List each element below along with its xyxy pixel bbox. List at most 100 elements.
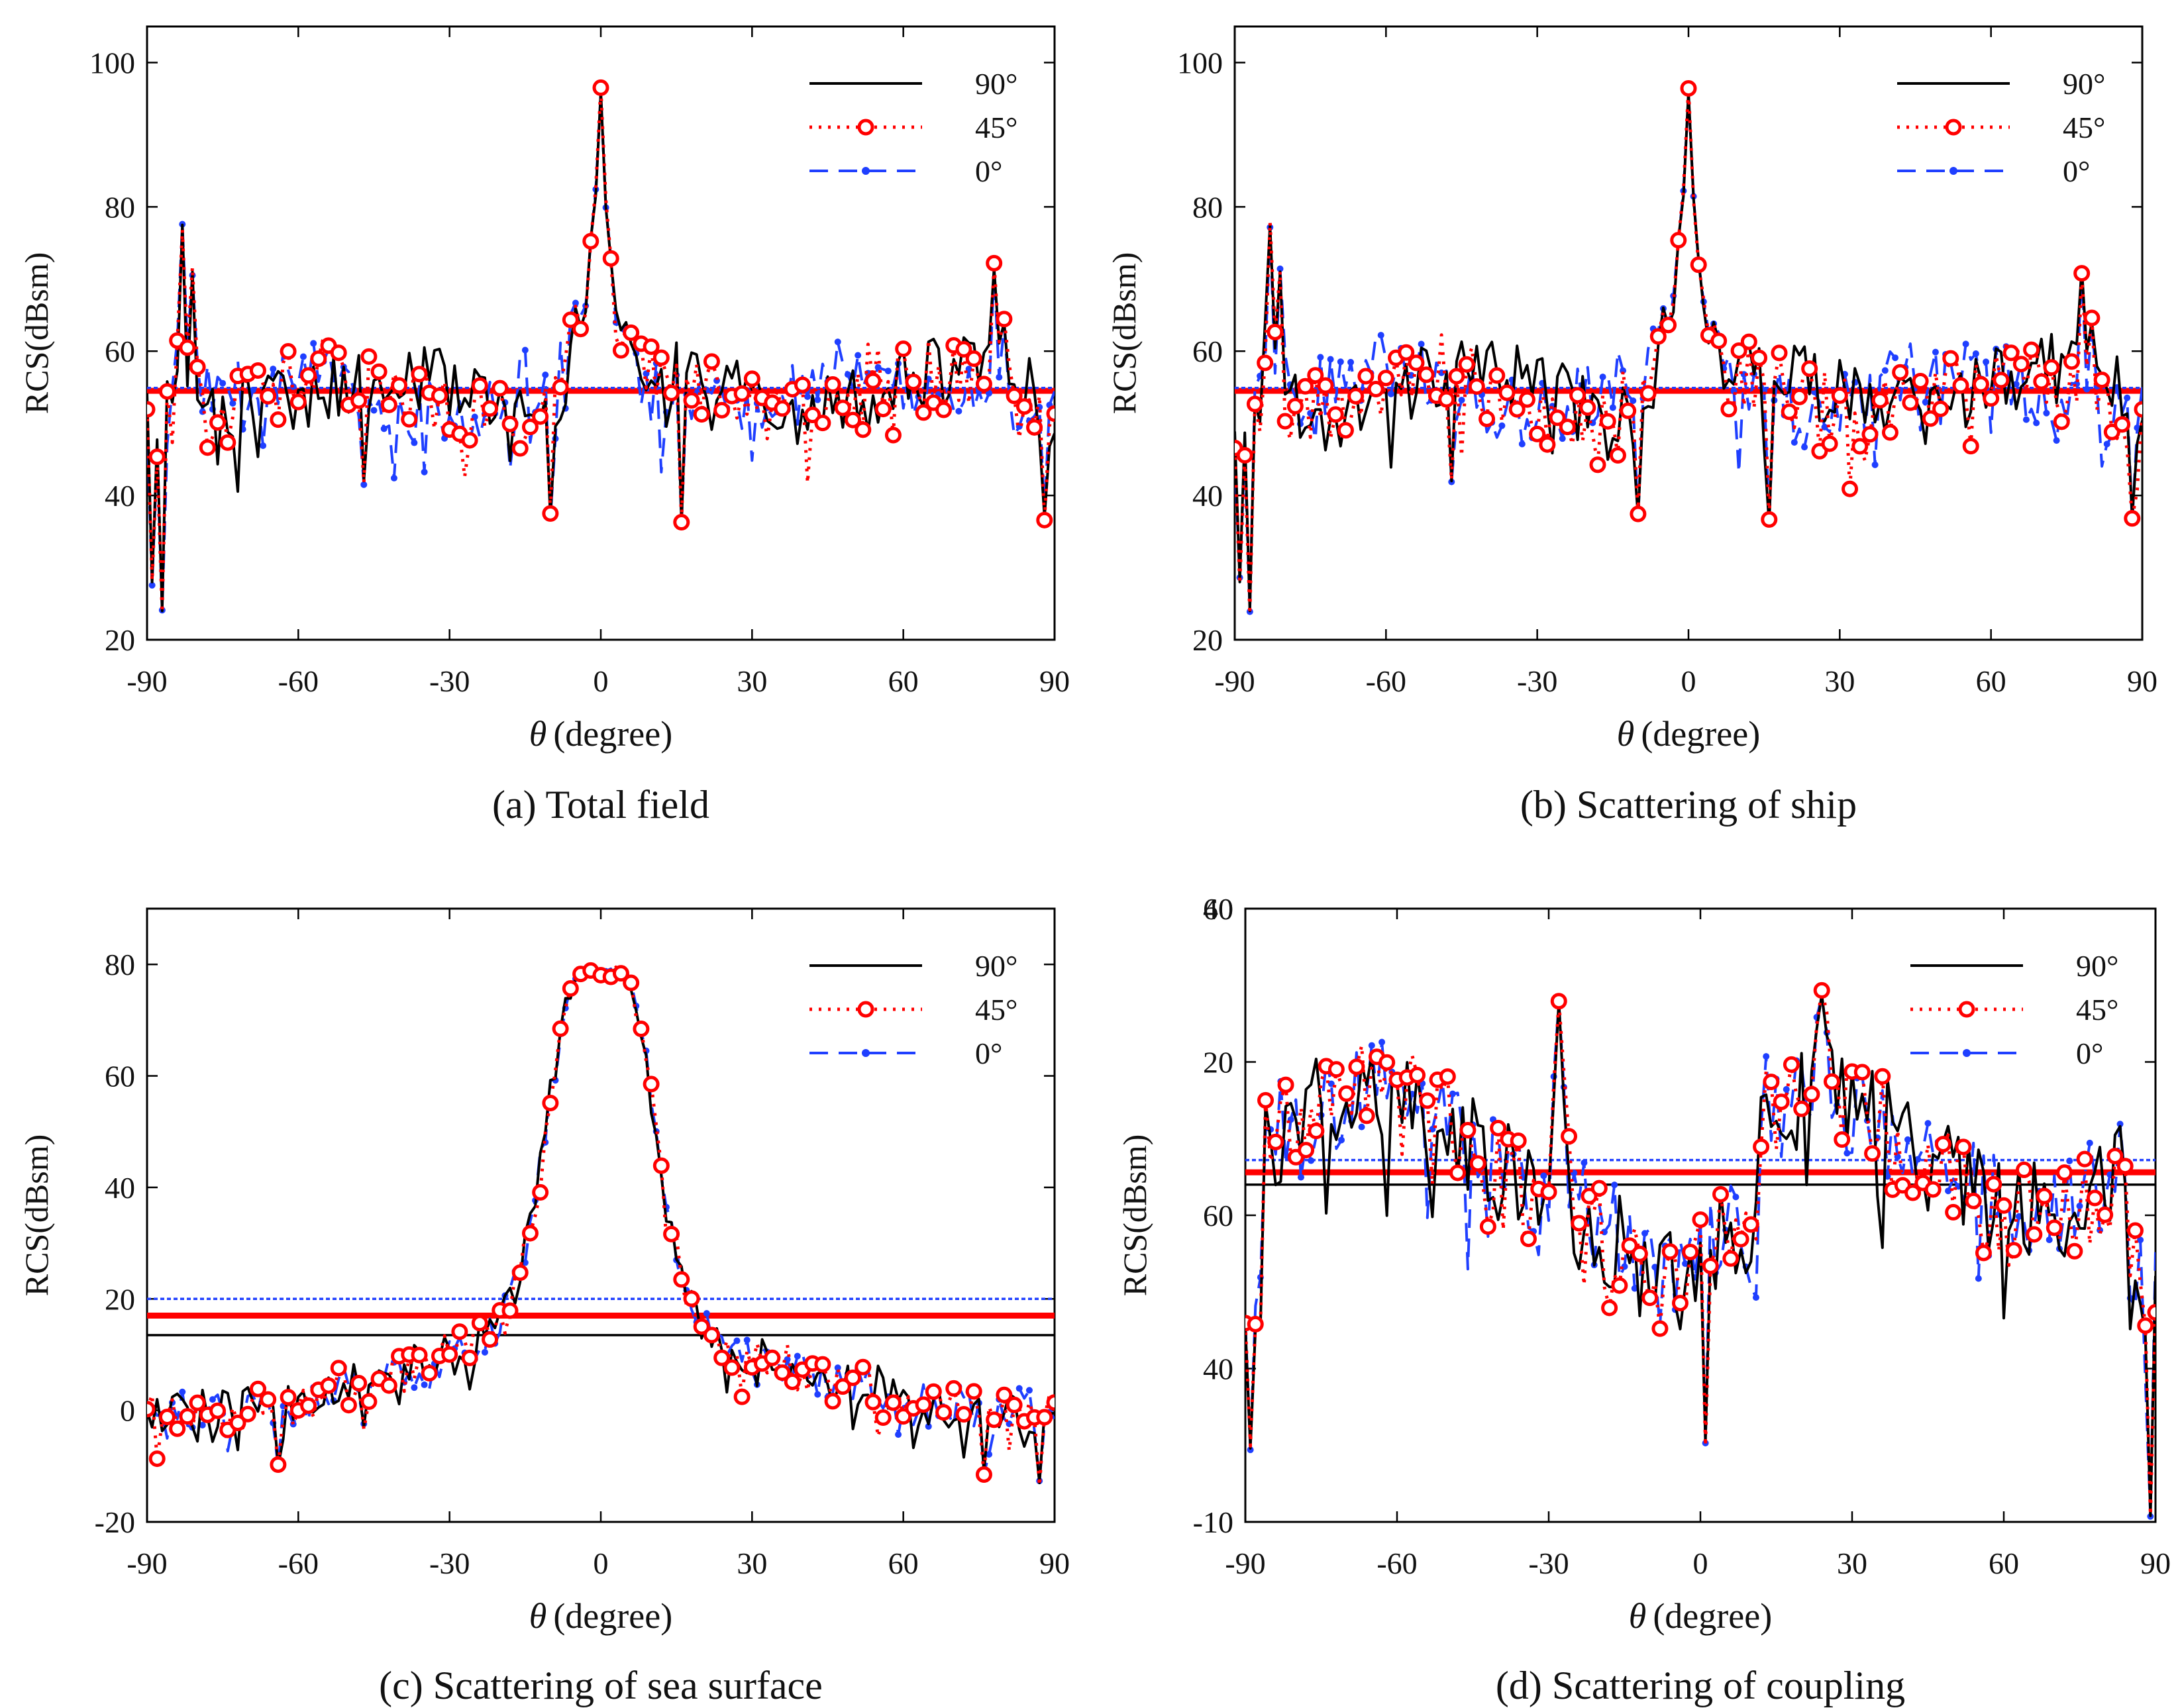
data-point-0 xyxy=(986,1450,993,1458)
data-point-45 xyxy=(1912,372,1929,389)
data-point-45 xyxy=(1671,1295,1688,1312)
data-point-45 xyxy=(2126,1222,2144,1239)
data-point-45 xyxy=(1771,344,1788,362)
x-tick-label: -90 xyxy=(127,1546,167,1580)
data-point-45 xyxy=(1246,395,1263,413)
data-point-45 xyxy=(673,1271,690,1288)
data-point-45 xyxy=(1904,1184,1922,1201)
data-point-45 xyxy=(996,1386,1013,1403)
data-point-0 xyxy=(2066,1157,2073,1164)
data-point-45 xyxy=(411,1346,428,1364)
plot-area xyxy=(147,962,1055,1487)
data-point-45 xyxy=(189,358,206,376)
data-point-0 xyxy=(1347,358,1355,366)
data-point-45 xyxy=(1932,400,1949,417)
legend-marker xyxy=(862,1049,870,1057)
data-point-45 xyxy=(1902,394,1919,411)
data-point-0 xyxy=(884,368,892,375)
data-point-0 xyxy=(1358,1123,1365,1130)
legend-label: 90° xyxy=(975,67,1017,101)
data-point-45 xyxy=(845,1369,862,1386)
data-point-45 xyxy=(532,1183,549,1201)
data-point-45 xyxy=(743,370,760,387)
x-tick-label: 0 xyxy=(594,664,609,698)
data-point-45 xyxy=(915,1396,932,1413)
data-point-45 xyxy=(1761,511,1778,528)
x-tick-label: 0 xyxy=(1681,664,1696,698)
data-point-45 xyxy=(1680,79,1697,97)
data-point-45 xyxy=(1277,1076,1294,1093)
data-point-45 xyxy=(1621,1237,1638,1254)
data-point-45 xyxy=(723,1359,741,1376)
x-tick-label: -30 xyxy=(429,664,470,698)
data-point-0 xyxy=(2134,425,2141,432)
data-point-45 xyxy=(673,514,690,531)
data-point-0 xyxy=(1338,1136,1345,1144)
data-point-0 xyxy=(895,1431,902,1438)
data-point-45 xyxy=(562,311,579,328)
data-point-45 xyxy=(209,1402,227,1419)
data-point-45 xyxy=(884,427,902,444)
data-point-45 xyxy=(1579,399,1596,416)
data-point-45 xyxy=(1036,1409,1053,1426)
data-point-45 xyxy=(461,1349,478,1366)
data-point-45 xyxy=(834,1378,851,1395)
data-point-45 xyxy=(1468,378,1485,395)
data-point-45 xyxy=(1791,388,1808,405)
data-point-45 xyxy=(2046,1219,2063,1236)
data-point-0 xyxy=(1247,1446,1254,1454)
data-point-45 xyxy=(2005,1242,2022,1259)
data-point-45 xyxy=(2086,1189,2103,1207)
data-point-0 xyxy=(310,340,317,347)
data-point-45 xyxy=(1922,410,1939,427)
data-point-0 xyxy=(1975,1275,1982,1282)
data-point-45 xyxy=(1459,1122,1477,1139)
data-point-45 xyxy=(1881,424,1898,441)
y-tick-label: 60 xyxy=(1203,892,1233,926)
data-point-45 xyxy=(1670,232,1687,249)
data-point-0 xyxy=(1641,1230,1649,1237)
data-point-0 xyxy=(219,379,227,387)
data-point-45 xyxy=(975,1466,992,1483)
data-point-45 xyxy=(552,1020,569,1037)
data-point-45 xyxy=(1469,1155,1486,1172)
data-point-45 xyxy=(2016,1161,2033,1178)
data-point-0 xyxy=(1611,1181,1618,1189)
data-point-0 xyxy=(260,442,267,449)
plot-area xyxy=(147,79,1055,615)
x-tick-label: 60 xyxy=(888,1546,919,1580)
data-point-0 xyxy=(572,299,579,307)
data-point-45 xyxy=(1419,1092,1436,1109)
data-point-45 xyxy=(1972,376,1989,393)
data-point-45 xyxy=(2012,356,2030,373)
data-point-45 xyxy=(521,1225,539,1242)
data-point-0 xyxy=(2124,394,2131,401)
data-point-45 xyxy=(1834,1131,1851,1148)
data-point-45 xyxy=(270,1456,287,1473)
data-point-45 xyxy=(360,1393,378,1410)
legend: 90° 45° 0° xyxy=(809,67,1017,188)
data-point-45 xyxy=(1803,1085,1820,1103)
data-point-0 xyxy=(1871,461,1879,468)
legend-label: 0° xyxy=(2063,154,2090,188)
x-tick-label: 30 xyxy=(737,664,767,698)
x-tick-label: 90 xyxy=(2127,664,2157,698)
data-point-0 xyxy=(411,439,418,446)
y-tick-label: 60 xyxy=(1203,1199,1233,1232)
data-point-45 xyxy=(1338,1085,1355,1102)
x-tick-label: 60 xyxy=(888,664,919,698)
data-point-0 xyxy=(855,352,862,359)
data-point-45 xyxy=(147,401,156,418)
data-point-0 xyxy=(1732,1193,1739,1201)
data-point-0 xyxy=(1387,390,1394,397)
data-point-45 xyxy=(1601,1299,1618,1317)
chart-caption: (c) Scattering of sea surface xyxy=(379,1664,823,1707)
data-point-45 xyxy=(1793,1100,1810,1117)
data-point-0 xyxy=(1763,1053,1770,1060)
data-point-0 xyxy=(1599,374,1606,381)
data-point-45 xyxy=(864,372,882,389)
data-point-45 xyxy=(1347,387,1365,405)
data-point-45 xyxy=(1975,1244,1992,1262)
data-point-45 xyxy=(733,1388,751,1405)
